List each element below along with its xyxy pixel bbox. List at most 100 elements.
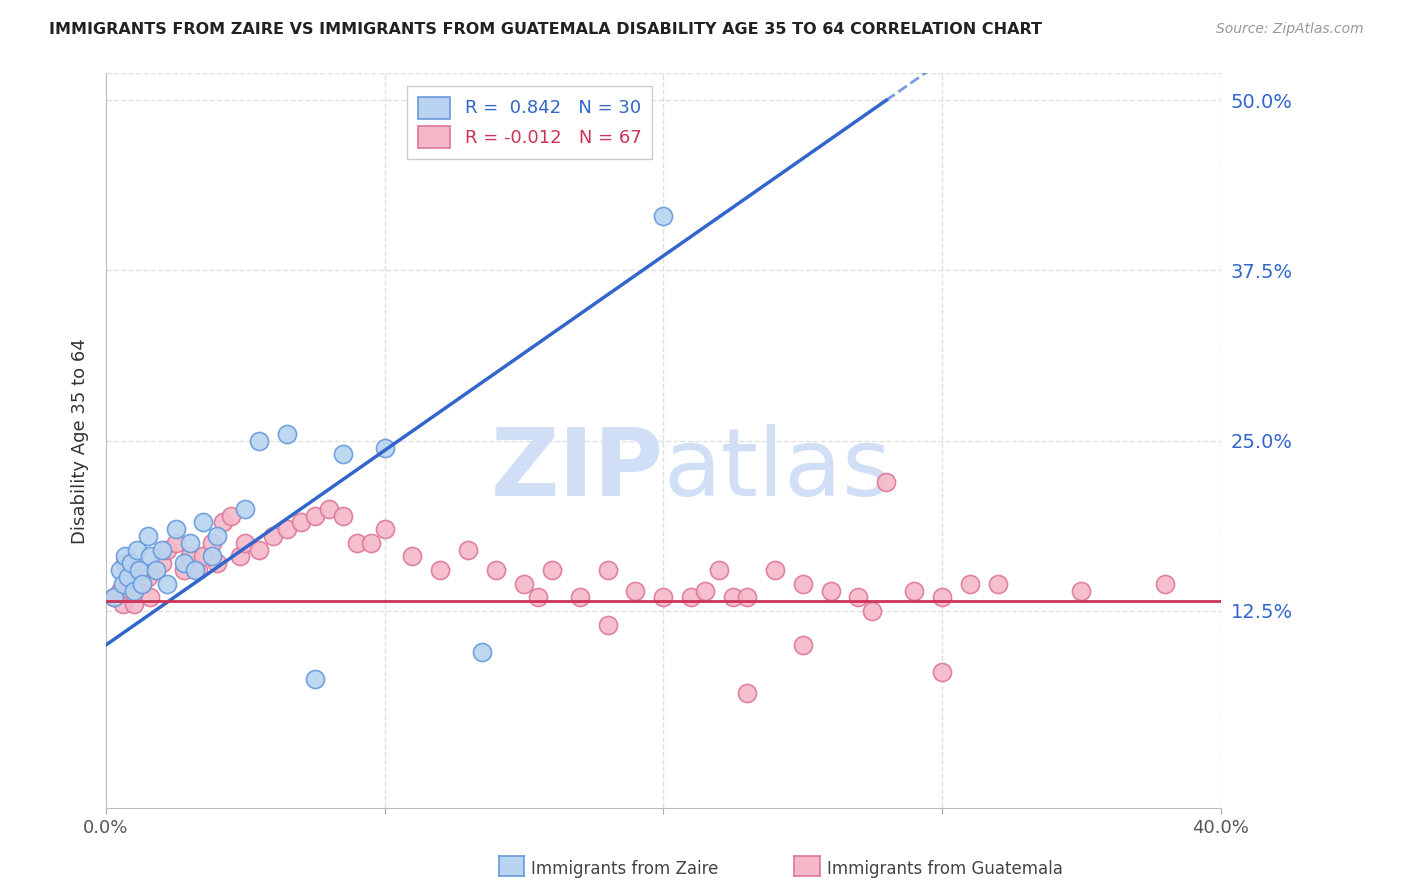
- Legend: R =  0.842   N = 30, R = -0.012   N = 67: R = 0.842 N = 30, R = -0.012 N = 67: [406, 86, 652, 159]
- Point: [228, 549, 250, 564]
- Point: [156, 542, 179, 557]
- Point: [374, 441, 396, 455]
- Point: [233, 536, 256, 550]
- Point: [114, 549, 136, 564]
- Point: [221, 508, 243, 523]
- Point: [401, 549, 423, 564]
- Point: [247, 542, 270, 557]
- Point: [233, 501, 256, 516]
- Point: [374, 522, 396, 536]
- Point: [695, 583, 717, 598]
- Point: [360, 536, 382, 550]
- Point: [332, 508, 354, 523]
- Point: [820, 583, 842, 598]
- Point: [156, 576, 179, 591]
- Point: [108, 583, 131, 598]
- Point: [1070, 583, 1092, 598]
- Point: [120, 556, 142, 570]
- Point: [527, 591, 550, 605]
- Point: [173, 563, 195, 577]
- Point: [120, 583, 142, 598]
- Point: [117, 576, 139, 591]
- Point: [471, 645, 494, 659]
- Text: Source: ZipAtlas.com: Source: ZipAtlas.com: [1216, 22, 1364, 37]
- Point: [429, 563, 451, 577]
- Point: [165, 522, 187, 536]
- Point: [145, 563, 167, 577]
- Y-axis label: Disability Age 35 to 64: Disability Age 35 to 64: [72, 338, 89, 543]
- Point: [721, 591, 744, 605]
- Point: [207, 556, 229, 570]
- Point: [1154, 576, 1177, 591]
- Point: [931, 591, 953, 605]
- Point: [792, 576, 814, 591]
- Point: [103, 591, 125, 605]
- Point: [128, 563, 150, 577]
- Point: [117, 570, 139, 584]
- Point: [201, 536, 224, 550]
- Point: [304, 672, 326, 686]
- Point: [128, 563, 150, 577]
- Point: [931, 665, 953, 680]
- Point: [707, 563, 730, 577]
- Point: [247, 434, 270, 448]
- Point: [150, 542, 173, 557]
- Point: [262, 529, 284, 543]
- Point: [875, 475, 897, 489]
- Text: ZIP: ZIP: [491, 424, 664, 516]
- Point: [903, 583, 925, 598]
- Point: [346, 536, 368, 550]
- Point: [165, 536, 187, 550]
- Point: [201, 549, 224, 564]
- Point: [276, 522, 298, 536]
- Point: [173, 556, 195, 570]
- Point: [150, 556, 173, 570]
- Point: [332, 447, 354, 461]
- Point: [145, 563, 167, 577]
- Point: [125, 542, 148, 557]
- Point: [735, 686, 758, 700]
- Point: [111, 576, 134, 591]
- Point: [681, 591, 703, 605]
- Point: [457, 542, 479, 557]
- Point: [276, 426, 298, 441]
- Point: [193, 549, 215, 564]
- Point: [792, 638, 814, 652]
- Text: atlas: atlas: [664, 424, 891, 516]
- Point: [207, 529, 229, 543]
- Point: [122, 597, 145, 611]
- Point: [193, 516, 215, 530]
- Point: [485, 563, 508, 577]
- Point: [139, 591, 162, 605]
- Point: [318, 501, 340, 516]
- Point: [179, 549, 201, 564]
- Point: [860, 604, 883, 618]
- Point: [568, 591, 591, 605]
- Point: [187, 563, 209, 577]
- Point: [111, 597, 134, 611]
- Point: [596, 563, 619, 577]
- Point: [848, 591, 870, 605]
- Text: IMMIGRANTS FROM ZAIRE VS IMMIGRANTS FROM GUATEMALA DISABILITY AGE 35 TO 64 CORRE: IMMIGRANTS FROM ZAIRE VS IMMIGRANTS FROM…: [49, 22, 1042, 37]
- Point: [652, 591, 675, 605]
- Point: [987, 576, 1010, 591]
- Point: [624, 583, 647, 598]
- Point: [114, 556, 136, 570]
- Point: [540, 563, 562, 577]
- Point: [763, 563, 786, 577]
- Point: [735, 591, 758, 605]
- Point: [596, 617, 619, 632]
- Point: [139, 549, 162, 564]
- Point: [184, 563, 207, 577]
- Point: [179, 536, 201, 550]
- Point: [122, 583, 145, 598]
- Text: Immigrants from Zaire: Immigrants from Zaire: [531, 860, 718, 878]
- Point: [136, 570, 159, 584]
- Point: [103, 591, 125, 605]
- Point: [136, 529, 159, 543]
- Text: Immigrants from Guatemala: Immigrants from Guatemala: [827, 860, 1063, 878]
- Point: [131, 576, 153, 591]
- Point: [131, 576, 153, 591]
- Point: [212, 516, 235, 530]
- Point: [108, 563, 131, 577]
